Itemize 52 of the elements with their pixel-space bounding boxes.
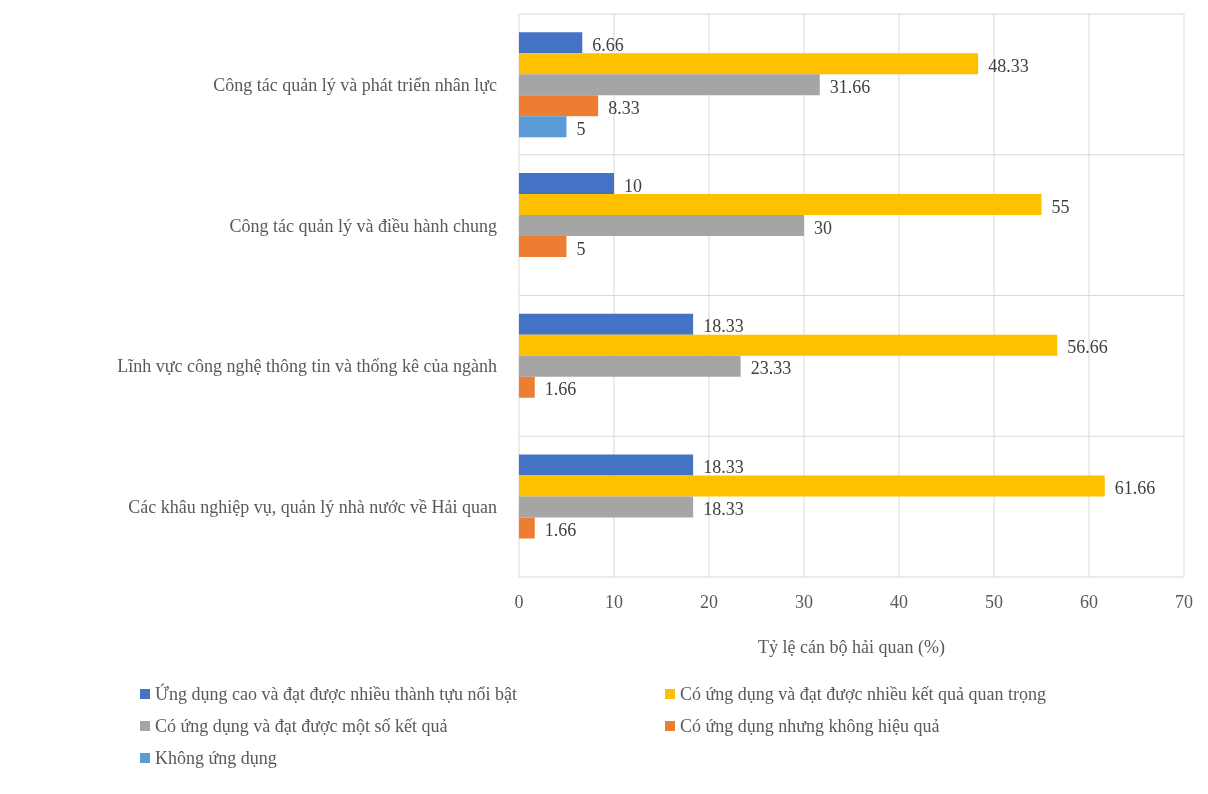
bar [519,173,614,195]
data-label: 18.33 [703,316,744,337]
data-label: 5 [576,118,586,139]
bar [519,475,1105,497]
bar [519,334,1058,356]
bar [519,95,599,117]
data-label: 6.66 [592,34,624,55]
bar [519,236,567,258]
x-tick-label: 10 [605,591,623,612]
x-tick-label: 0 [514,591,524,612]
legend-label: Có ứng dụng và đạt được một số kết quả [155,715,448,737]
bar [519,32,583,54]
data-label: 56.66 [1067,337,1108,358]
bar [519,194,1042,216]
y-tick-label: Các khâu nghiệp vụ, quản lý nhà nước về Hải quan [128,497,497,518]
data-label: 5 [576,238,586,259]
bar [519,376,535,398]
x-tick-label: 20 [700,591,718,612]
y-tick-label: Công tác quản lý và phát triển nhân lực [213,74,497,95]
data-label: 18.33 [703,499,744,520]
data-label: 31.66 [829,76,871,97]
data-label: 61.66 [1114,478,1156,499]
data-label: 23.33 [750,358,792,379]
bar [519,215,804,237]
data-label: 1.66 [544,379,577,400]
x-axis-title: Tỷ lệ cán bộ hải quan (%) [758,637,945,658]
x-tick-label: 70 [1175,591,1193,612]
legend-label: Ứng dụng cao và đạt được nhiều thành tựu nổi bật [155,683,517,705]
data-label: 1.66 [544,520,577,541]
x-tick-label: 30 [795,591,813,612]
bar [519,355,741,377]
legend-label: Có ứng dụng và đạt được nhiều kết quả quan trọng [680,683,1046,705]
bar [519,313,694,335]
data-label: 8.33 [608,97,640,118]
data-label: 10 [624,175,642,196]
bar [519,454,694,476]
y-tick-label: Công tác quản lý và điều hành chung [229,215,497,236]
y-tick-label: Lĩnh vực công nghệ thông tin và thống kê của ngành [117,356,497,377]
bar [519,496,694,518]
x-tick-label: 40 [890,591,908,612]
bar [519,74,820,96]
bar [519,116,567,138]
data-label: 18.33 [703,457,744,478]
data-label: 55 [1051,196,1070,217]
x-tick-label: 50 [985,591,1003,612]
bar [519,53,979,75]
legend-label: Không ứng dụng [155,747,277,769]
data-label: 30 [814,217,832,238]
data-label: 48.33 [988,55,1029,76]
x-tick-label: 60 [1080,591,1098,612]
bar [519,517,535,539]
legend-label: Có ứng dụng nhưng không hiệu quả [680,715,940,737]
